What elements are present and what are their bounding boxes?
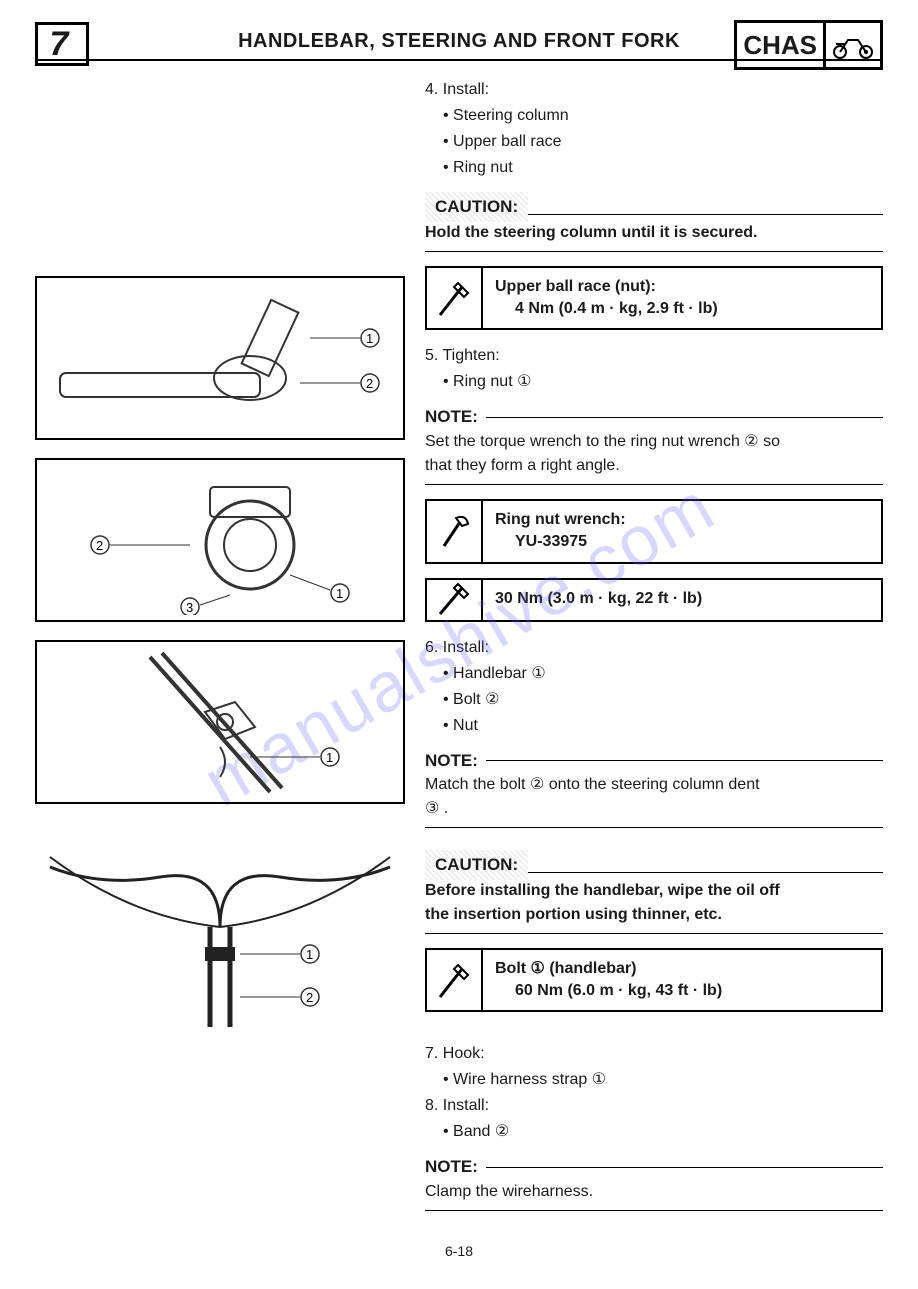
figure-3: 1 [35,640,405,804]
torque-icon [427,268,483,329]
chapter-number-box: 7 [35,22,89,66]
caution2-text-b: the insertion portion using thinner, etc… [425,903,883,927]
caution-label: CAUTION: [425,192,528,222]
step6-item: Handlebar ① [443,662,883,686]
svg-text:3: 3 [186,600,193,615]
caution1-text: Hold the steering column until it is sec… [425,221,883,245]
spec-box-1: Upper ball race (nut): 4 Nm (0.4 m · kg,… [425,266,883,331]
svg-text:2: 2 [96,538,103,553]
figure-2: 2 3 1 [35,458,405,622]
note2-text-b: ③ . [425,797,883,821]
spec-box-3: 30 Nm (3.0 m · kg, 22 ft · lb) [425,578,883,622]
step-4-heading: 4. Install: [425,78,883,102]
note-label: NOTE: [425,1154,478,1180]
step-6-heading: 6. Install: [425,636,883,660]
step4-item: Ring nut [443,156,883,180]
step6-item: Nut [443,714,883,738]
note1-text-b: that they form a right angle. [425,454,883,478]
spec2-line2: YU-33975 [495,531,626,553]
note1-text-a: Set the torque wrench to the ring nut wr… [425,430,883,454]
torque-icon [427,580,483,620]
spec1-line2: 4 Nm (0.4 m · kg, 2.9 ft · lb) [495,298,718,320]
note2-text-a: Match the bolt ② onto the steering colum… [425,773,883,797]
step-7-heading: 7. Hook: [425,1042,883,1066]
wrench-icon [427,501,483,562]
step-8-heading: 8. Install: [425,1094,883,1118]
page-number: 6-18 [35,1243,883,1259]
spec2-line1: Ring nut wrench: [495,509,626,531]
header-title: HANDLEBAR, STEERING AND FRONT FORK [238,30,680,52]
note-label: NOTE: [425,404,478,430]
spec-box-2: Ring nut wrench: YU-33975 [425,499,883,564]
step6-item: Bolt ② [443,688,883,712]
svg-text:2: 2 [366,376,373,391]
svg-text:1: 1 [326,750,333,765]
figure-column: 1 2 2 3 [35,76,405,1223]
note-label: NOTE: [425,748,478,774]
spec4-line2: 60 Nm (6.0 m · kg, 43 ft · lb) [495,980,722,1002]
svg-text:1: 1 [306,947,313,962]
note3-text: Clamp the wireharness. [425,1180,883,1204]
step-5-heading: 5. Tighten: [425,344,883,368]
chas-box: CHAS [734,20,883,70]
motorcycle-icon [823,23,880,67]
step8-item: Band ② [443,1120,883,1144]
svg-text:1: 1 [336,586,343,601]
step7-item: Wire harness strap ① [443,1068,883,1092]
caution2-text-a: Before installing the handlebar, wipe th… [425,879,883,903]
svg-text:2: 2 [306,990,313,1005]
figure-4: 1 2 [35,822,405,1042]
caution-label: CAUTION: [425,850,528,880]
spec1-line1: Upper ball race (nut): [495,276,718,298]
page-header: 7 HANDLEBAR, STEERING AND FRONT FORK CHA… [35,30,883,61]
spec4-line1: Bolt ① (handlebar) [495,958,722,980]
step4-item: Steering column [443,104,883,128]
step5-item: Ring nut ① [443,370,883,394]
svg-text:1: 1 [366,331,373,346]
spec-box-4: Bolt ① (handlebar) 60 Nm (6.0 m · kg, 43… [425,948,883,1013]
spec3-line1: 30 Nm (3.0 m · kg, 22 ft · lb) [495,588,702,610]
step4-item: Upper ball race [443,130,883,154]
figure-1: 1 2 [35,276,405,440]
torque-icon [427,950,483,1011]
text-column: 4. Install: Steering column Upper ball r… [425,76,883,1223]
chas-label: CHAS [737,23,823,67]
